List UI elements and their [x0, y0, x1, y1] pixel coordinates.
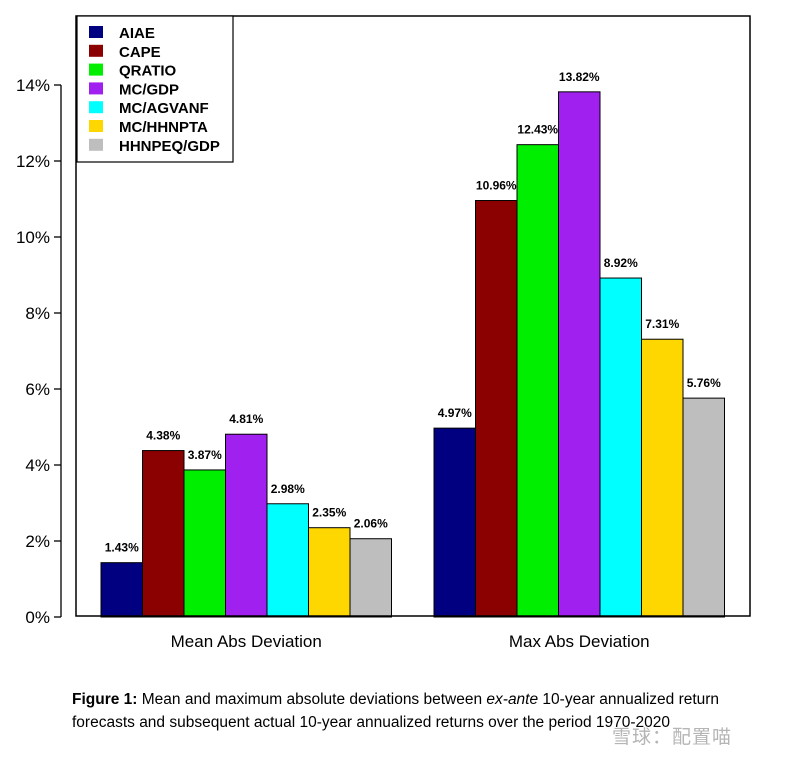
y-axis: 0% 2% 4% 6% 8% 10% 12% 14% — [16, 76, 62, 627]
legend-label: MC/GDP — [119, 81, 179, 98]
data-label: 1.43% — [105, 541, 139, 555]
y-tick-label: 12% — [16, 152, 50, 171]
caption-emphasis: ex-ante — [486, 691, 539, 708]
bar — [682, 397, 725, 618]
y-tick-label: 14% — [16, 76, 50, 95]
caption-text-after: 10-year annualized return forecasts and … — [72, 691, 720, 731]
data-label: 13.82% — [559, 70, 600, 84]
legend-label: MC/HHNPTA — [119, 119, 208, 136]
y-tick-label: 4% — [25, 456, 50, 475]
legend-label: AIAE — [119, 25, 155, 42]
legend-label: CAPE — [119, 44, 161, 61]
data-label: 4.38% — [146, 429, 180, 443]
bar — [225, 433, 268, 618]
bar — [100, 562, 143, 618]
legend-swatch — [89, 44, 103, 57]
y-tick-label: 6% — [25, 380, 50, 399]
legend-label: HHNPEQ/GDP — [119, 138, 220, 155]
bar — [558, 91, 601, 618]
y-tick-label: 0% — [25, 608, 50, 627]
legend-swatch — [89, 82, 103, 95]
bar — [599, 277, 642, 618]
data-label: 12.43% — [517, 123, 558, 137]
x-axis-labels: Mean Abs Deviation Max Abs Deviation — [171, 632, 650, 651]
bar — [308, 527, 351, 618]
x-category-label: Max Abs Deviation — [509, 632, 650, 651]
y-tick-label: 2% — [25, 532, 50, 551]
data-label: 8.92% — [604, 256, 638, 270]
legend-swatch — [89, 120, 103, 132]
x-category-label: Mean Abs Deviation — [171, 632, 322, 651]
data-label: 2.98% — [271, 482, 305, 496]
caption-label: Figure 1: — [72, 691, 138, 708]
bar — [266, 503, 309, 618]
legend-label: MC/AGVANF — [119, 100, 209, 117]
watermark: 雪球：配置喵 — [612, 726, 733, 748]
bar — [641, 338, 684, 618]
y-tick-label: 8% — [25, 304, 50, 323]
bar-group: 1.43% 4.38% 3.87% 4.81% 2.98% 2.35% 2.06% 4.97%… — [100, 70, 725, 618]
data-label: 2.35% — [312, 506, 346, 520]
bar — [433, 427, 476, 618]
data-label: 7.31% — [645, 317, 679, 331]
data-label: 10.96% — [476, 179, 517, 193]
bar — [349, 538, 392, 618]
legend-swatch — [89, 26, 103, 38]
legend-swatch — [89, 138, 103, 151]
y-tick-label: 10% — [16, 228, 50, 247]
bar — [475, 200, 518, 618]
figure-caption: Figure 1: Mean and maximum absolute devi… — [72, 688, 772, 734]
data-label: 2.06% — [354, 517, 388, 531]
legend-label: QRATIO — [119, 63, 177, 80]
data-label: 3.87% — [188, 448, 222, 462]
caption-text-before: Mean and maximum absolute deviations bet… — [137, 691, 487, 708]
legend-swatch — [89, 63, 103, 76]
data-label: 4.97% — [438, 406, 472, 420]
data-label: 5.76% — [687, 376, 721, 390]
bar — [516, 144, 559, 618]
plot-frame — [75, 15, 751, 617]
bar-chart: 0% 2% 4% 6% 8% 10% 12% 14% 1.43% 4.38% 3.87% 4.81%… — [16, 15, 751, 651]
data-label: 4.81% — [229, 412, 263, 426]
bar — [183, 469, 226, 618]
legend-swatch — [89, 101, 103, 114]
bar — [142, 450, 185, 618]
